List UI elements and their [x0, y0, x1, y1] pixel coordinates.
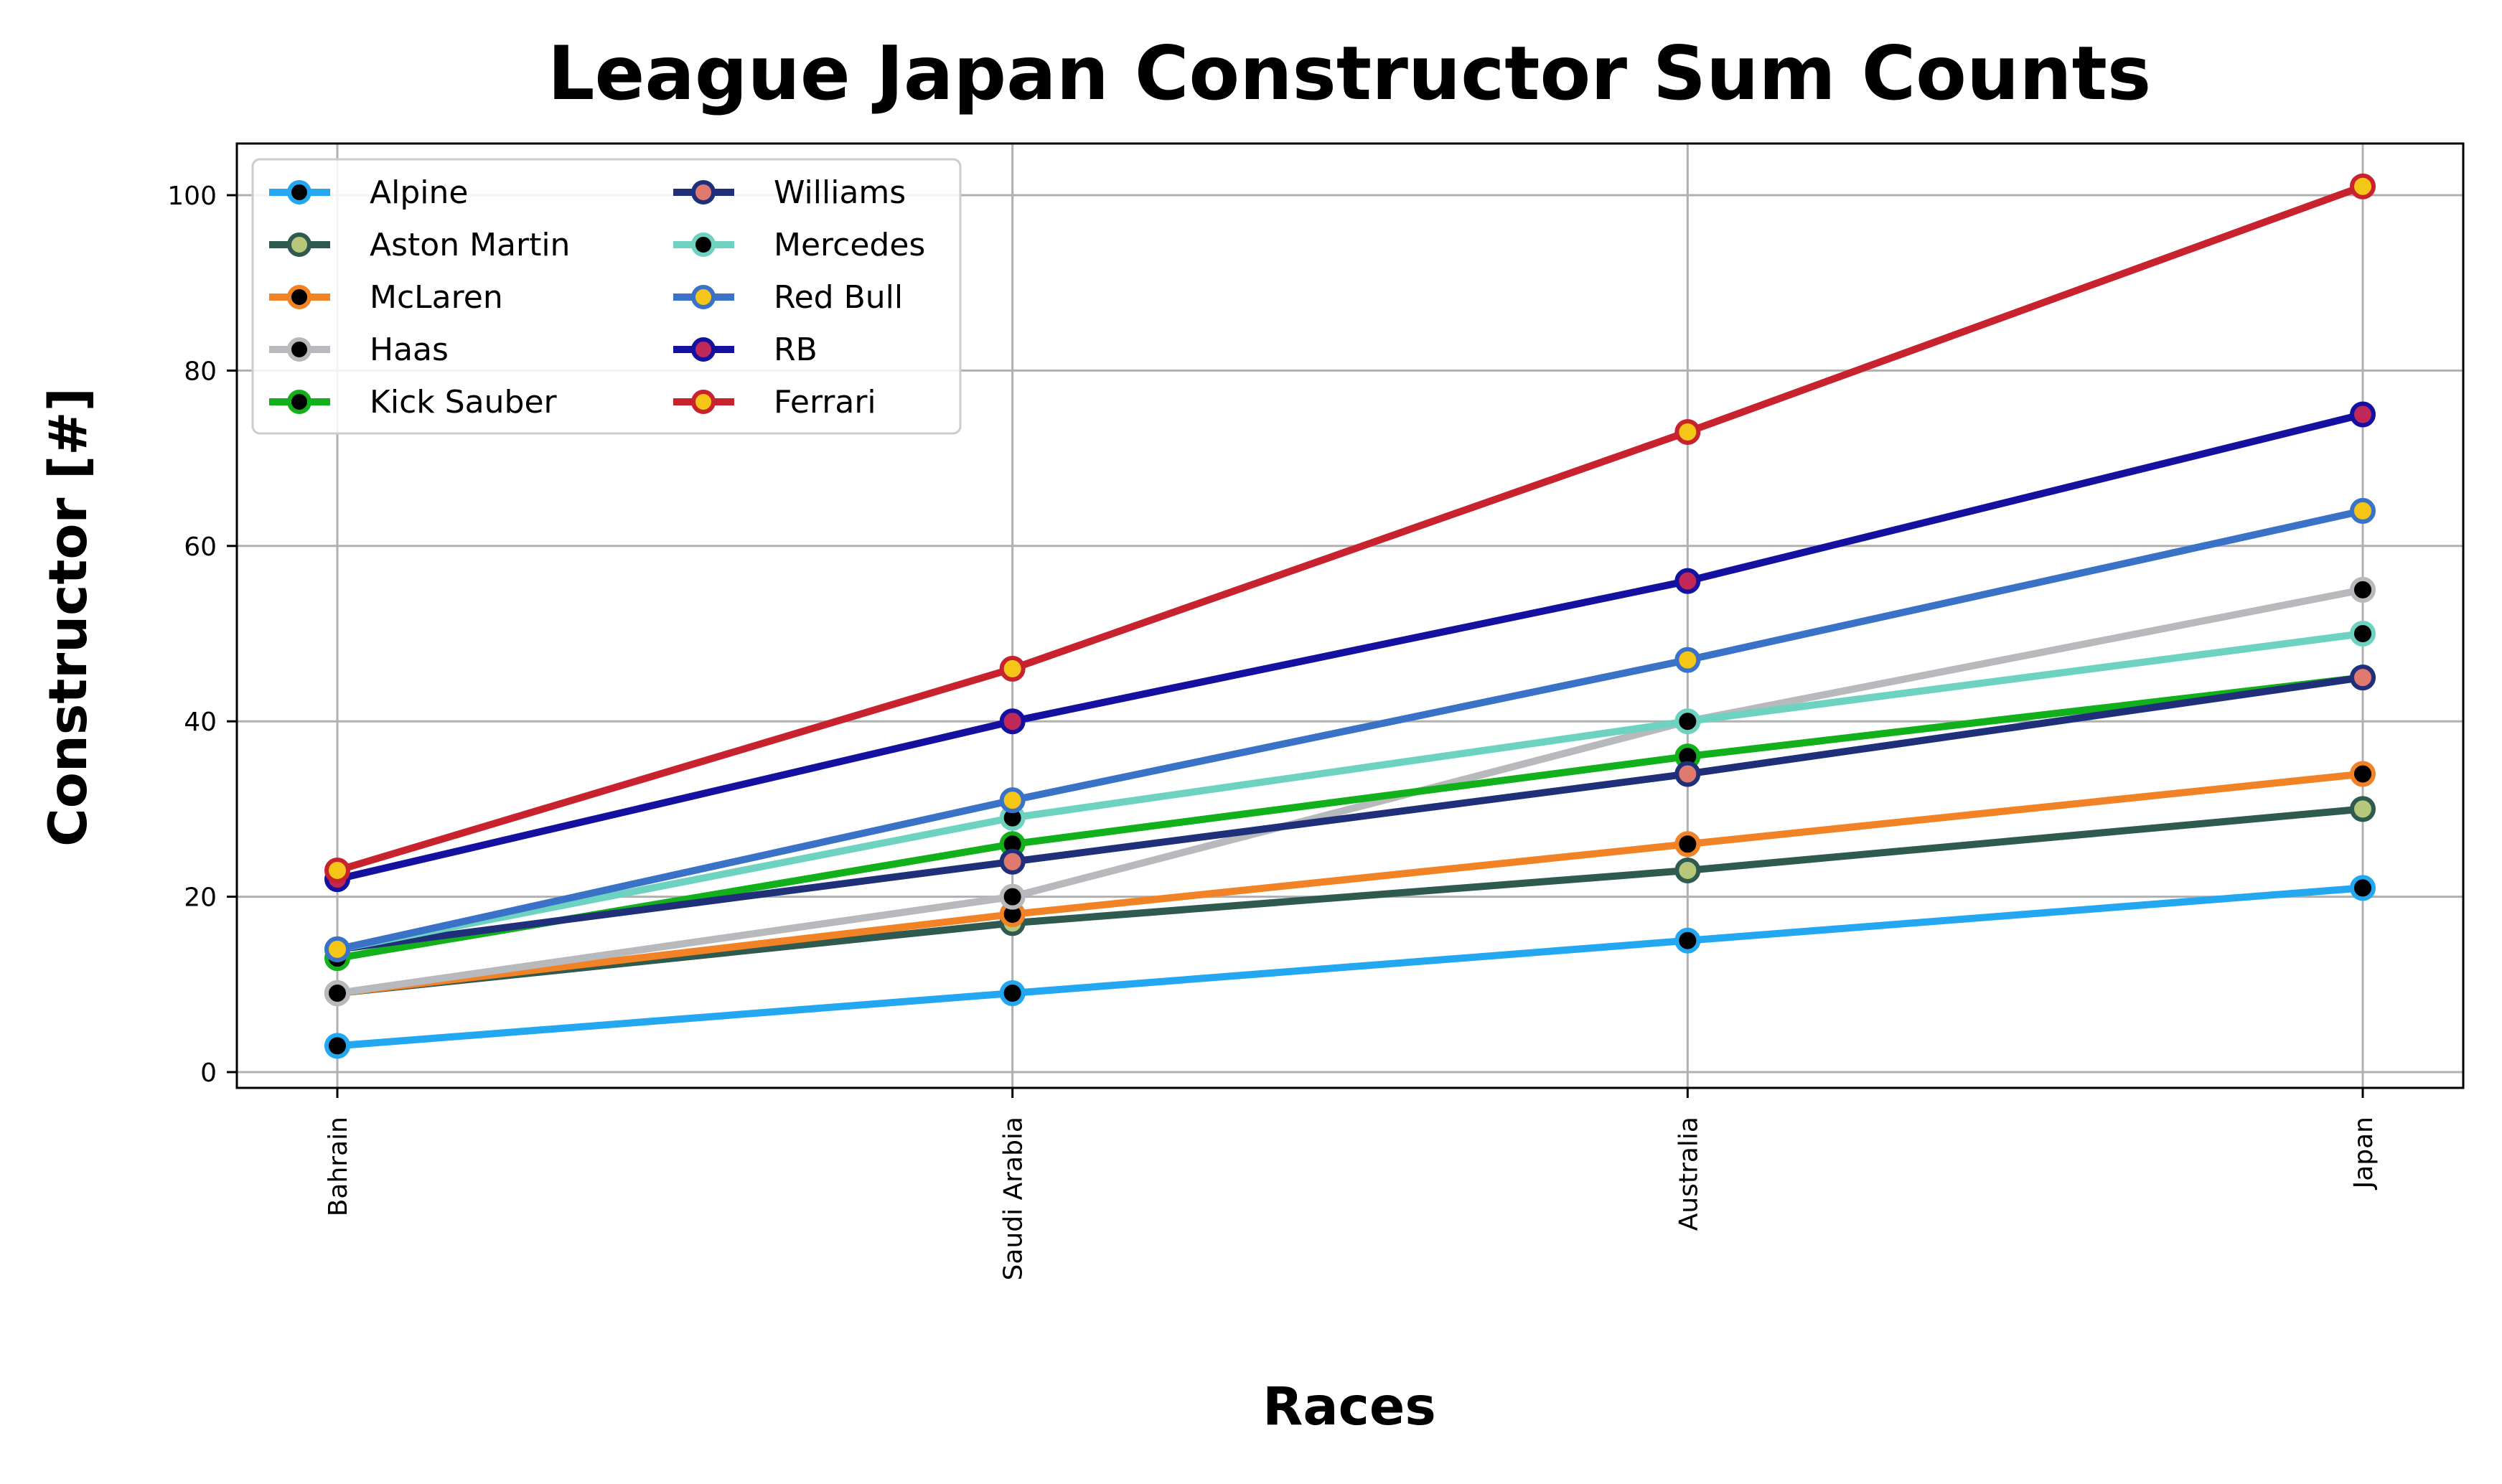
data-point-haas [324, 980, 350, 1007]
legend-label: McLaren [370, 279, 503, 316]
ticks: 0 20 40 60 80 100 Bahrain Saudi Arabia Australia… [167, 182, 2379, 1280]
legend-entry-haas: Haas [269, 332, 449, 368]
data-point-alpine [999, 980, 1026, 1007]
plot-frame [235, 142, 2465, 1089]
data-point-mclaren [1674, 831, 1701, 858]
series-alpine [324, 875, 2376, 1059]
legend-label: Kick Sauber [370, 384, 558, 421]
series-line-alpine [334, 884, 2366, 1050]
x-tick-label: Australia [1674, 1117, 1703, 1231]
data-point-mclaren [2350, 761, 2376, 787]
data-point-red-bull [999, 787, 1026, 814]
legend-label: RB [774, 332, 817, 368]
data-point-williams [999, 848, 1026, 875]
legend-entry-aston-martin: Aston Martin [269, 227, 570, 263]
series-line-williams [334, 674, 2366, 953]
legend-label: Haas [370, 332, 449, 368]
legend-marker-kick-sauber [287, 390, 311, 414]
legend-marker-red-bull [691, 285, 716, 309]
data-point-haas [2350, 576, 2376, 603]
legend-entry-mclaren: McLaren [269, 279, 503, 316]
series-line-mercedes [334, 630, 2366, 953]
series-line-rb [334, 410, 2366, 883]
legend-entry-mercedes: Mercedes [673, 227, 925, 263]
data-point-ferrari [2350, 173, 2376, 199]
legend-label: Williams [774, 174, 906, 211]
legend-marker-mclaren [287, 285, 311, 309]
series-line-mclaren [334, 770, 2366, 997]
data-point-ferrari [999, 655, 1026, 682]
legend-marker-rb [691, 337, 716, 362]
data-point-haas [999, 883, 1026, 910]
data-point-alpine [1674, 927, 1701, 954]
legend-entry-kick-sauber: Kick Sauber [269, 384, 558, 421]
data-point-mercedes [1674, 708, 1701, 735]
x-axis-label: Races [1262, 1376, 1436, 1437]
legend-label: Mercedes [774, 227, 925, 263]
y-tick-label: 80 [184, 357, 217, 386]
x-tick-label: Bahrain [324, 1117, 353, 1216]
y-tick-label: 100 [167, 182, 217, 211]
data-point-rb [1674, 568, 1701, 594]
series-line-kick-sauber [334, 674, 2366, 962]
legend-marker-alpine [287, 180, 311, 205]
legend-label: Alpine [370, 174, 468, 211]
y-tick-label: 40 [184, 708, 217, 737]
legend-marker-haas [287, 337, 311, 362]
legend-entry-williams: Williams [673, 174, 906, 211]
series-ferrari [324, 173, 2376, 883]
series-line-haas [334, 586, 2366, 997]
data-point-rb [2350, 401, 2376, 428]
data-point-alpine [324, 1033, 350, 1059]
legend-label: Aston Martin [370, 227, 570, 263]
data-point-ferrari [1674, 418, 1701, 445]
legend-entry-rb: RB [673, 332, 817, 368]
series-aston-martin [324, 796, 2376, 1007]
y-tick-label: 60 [184, 532, 217, 562]
chart-title: League Japan Constructor Sum Counts [548, 31, 2151, 117]
legend-box [251, 158, 962, 435]
y-tick-label: 20 [184, 883, 217, 913]
x-tick-label: Japan [2349, 1117, 2379, 1190]
legend-marker-ferrari [691, 390, 716, 414]
data-point-williams [2350, 664, 2376, 691]
legend-marker-williams [691, 180, 716, 205]
legend: Alpine Aston Martin McLaren Haas Kick Sauber… [251, 158, 962, 435]
data-point-red-bull [1674, 647, 1701, 673]
legend-entry-red-bull: Red Bull [673, 279, 903, 316]
data-point-mercedes [2350, 621, 2376, 647]
legend-marker-mercedes [691, 233, 716, 257]
data-point-williams [1674, 761, 1701, 787]
y-axis-label: Constructor [#] [38, 388, 99, 847]
series-line-aston-martin [334, 805, 2366, 997]
legend-marker-aston-martin [287, 233, 311, 257]
data-point-ferrari [324, 857, 350, 883]
series-line-red-bull [334, 507, 2366, 953]
series-red-bull [324, 497, 2376, 962]
y-tick-label: 0 [200, 1058, 217, 1088]
x-tick-label: Saudi Arabia [999, 1117, 1029, 1280]
legend-entry-alpine: Alpine [269, 174, 468, 211]
data-point-rb [999, 708, 1026, 735]
series-line-ferrari [334, 182, 2366, 874]
data-point-aston-martin [2350, 796, 2376, 822]
series-haas [324, 576, 2376, 1007]
series-layer [324, 173, 2376, 1059]
data-point-alpine [2350, 875, 2376, 901]
legend-label: Ferrari [774, 384, 876, 421]
data-point-red-bull [2350, 497, 2376, 524]
data-point-red-bull [324, 936, 350, 962]
legend-entry-ferrari: Ferrari [673, 384, 876, 421]
legend-label: Red Bull [774, 279, 903, 316]
data-point-aston-martin [1674, 857, 1701, 883]
